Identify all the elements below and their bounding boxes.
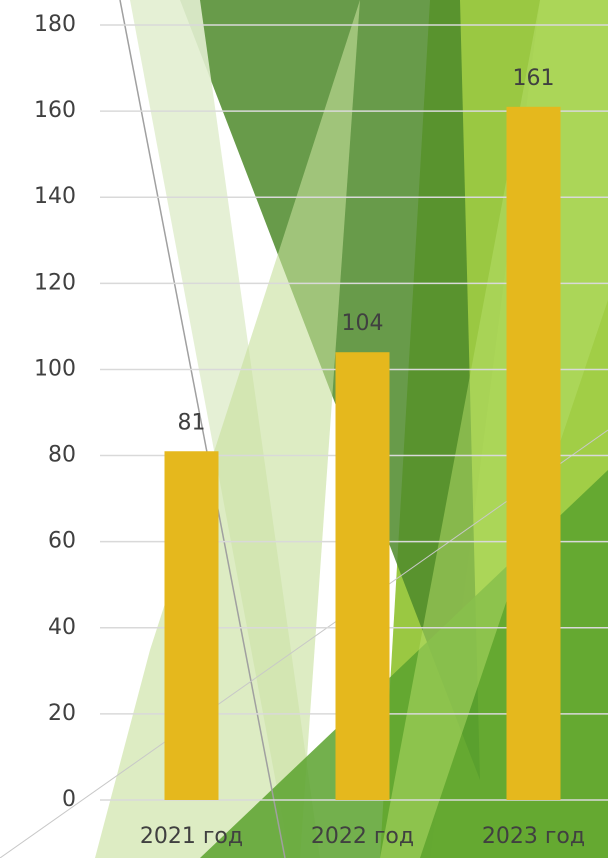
value-label: 104 — [342, 311, 384, 336]
y-tick-label: 140 — [34, 184, 76, 209]
bar — [335, 352, 390, 800]
value-label: 81 — [178, 410, 206, 435]
y-tick-label: 0 — [62, 787, 76, 812]
bar — [506, 106, 561, 801]
x-tick-label: 2023 год — [482, 824, 585, 849]
y-tick-label: 80 — [48, 443, 76, 468]
x-tick-label: 2022 год — [311, 824, 414, 849]
x-tick-label: 2021 год — [140, 824, 243, 849]
y-tick-label: 160 — [34, 98, 76, 123]
y-tick-label: 40 — [48, 615, 76, 640]
y-tick-label: 20 — [48, 701, 76, 726]
y-tick-label: 100 — [34, 356, 76, 381]
bar — [164, 451, 219, 800]
y-tick-label: 120 — [34, 270, 76, 295]
y-tick-label: 180 — [34, 12, 76, 37]
y-tick-label: 60 — [48, 529, 76, 554]
value-label: 161 — [513, 66, 555, 91]
